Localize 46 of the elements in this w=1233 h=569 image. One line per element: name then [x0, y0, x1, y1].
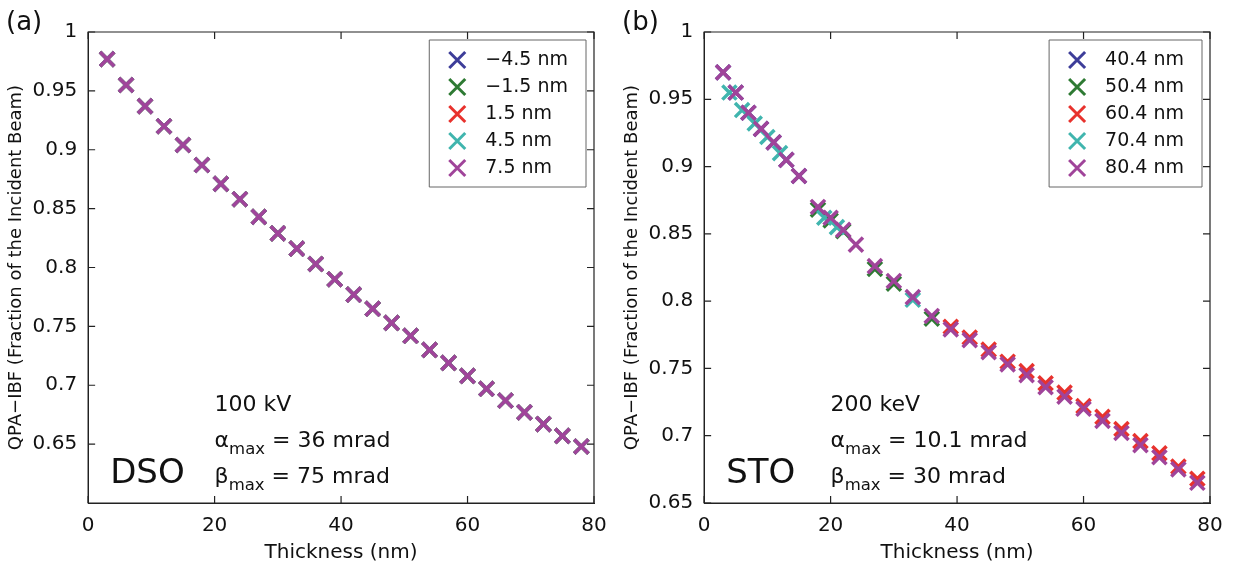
x-tick-label: 80 [1197, 512, 1223, 537]
y-tick-label: 0.65 [32, 430, 78, 455]
annotation: 100 kV [214, 391, 292, 416]
annotation: STO [726, 451, 796, 491]
legend-label: 80.4 nm [1105, 154, 1185, 177]
legend-label: −4.5 nm [485, 46, 569, 69]
y-tick-label: 0.8 [45, 253, 78, 278]
y-tick-label: 1 [680, 18, 694, 43]
x-tick-label: 60 [454, 512, 481, 537]
y-tick-label: 0.9 [45, 135, 78, 160]
x-tick-label: 40 [328, 512, 354, 537]
x-tick-label: 20 [817, 512, 844, 537]
legend-label: 1.5 nm [485, 100, 553, 123]
legend-label: 70.4 nm [1105, 127, 1185, 150]
y-axis-title: QPA−IBF (Fraction of the Incident Beam) [4, 84, 26, 451]
x-tick-label: 20 [201, 512, 228, 537]
y-tick-label: 0.7 [45, 371, 78, 396]
y-tick-label: 1 [64, 18, 78, 43]
chart-title: (b) [622, 6, 659, 36]
x-tick-label: 60 [1070, 512, 1097, 537]
x-axis-title: Thickness (nm) [263, 539, 418, 564]
y-tick-label: 0.95 [32, 77, 78, 102]
y-tick-label: 0.65 [648, 489, 694, 514]
x-tick-label: 40 [944, 512, 970, 537]
legend-label: 7.5 nm [485, 154, 553, 177]
x-tick-label: 0 [697, 512, 711, 537]
legend-label: 4.5 nm [485, 127, 553, 150]
x-tick-label: 80 [581, 512, 607, 537]
y-tick-label: 0.85 [32, 194, 78, 219]
y-tick-label: 0.7 [661, 421, 694, 446]
legend-label: 40.4 nm [1105, 46, 1185, 69]
y-tick-label: 0.75 [648, 354, 694, 379]
y-axis-title: QPA−IBF (Fraction of the Incident Beam) [620, 84, 642, 451]
chart-title: (a) [6, 6, 43, 36]
legend-label: −1.5 nm [485, 73, 569, 96]
annotation: DSO [110, 451, 185, 491]
x-axis-title: Thickness (nm) [879, 539, 1034, 564]
annotation: 200 keV [830, 391, 921, 416]
y-tick-label: 0.75 [32, 312, 78, 337]
y-tick-label: 0.8 [661, 287, 694, 312]
y-tick-label: 0.9 [661, 152, 694, 177]
y-tick-label: 0.85 [648, 220, 694, 245]
legend-label: 50.4 nm [1105, 73, 1185, 96]
x-tick-label: 0 [81, 512, 95, 537]
y-tick-label: 0.95 [648, 85, 694, 110]
legend-label: 60.4 nm [1105, 100, 1185, 123]
